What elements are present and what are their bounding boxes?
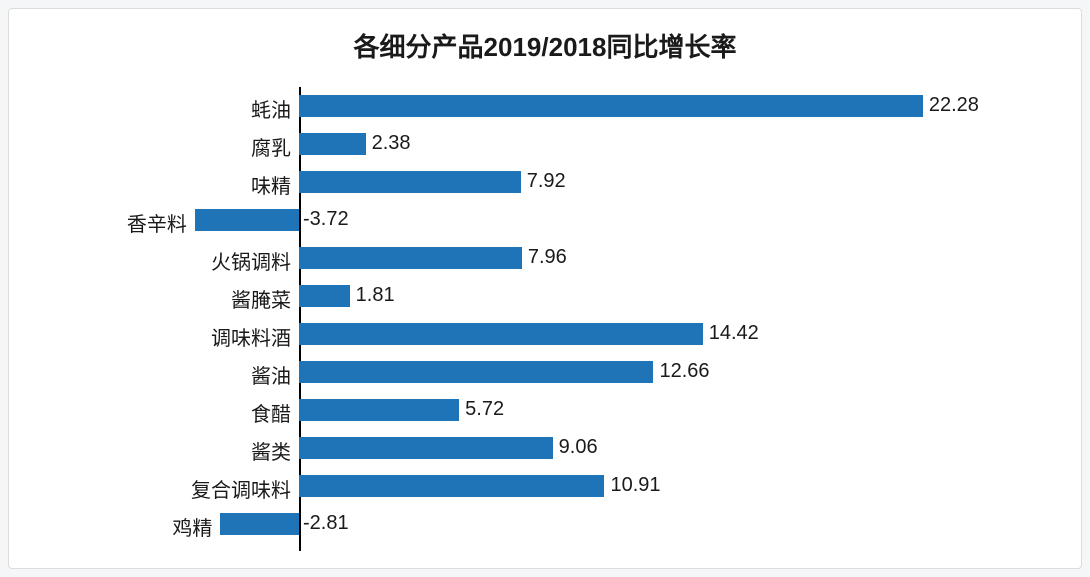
- value-label: -3.72: [303, 208, 349, 231]
- bar: [299, 437, 553, 459]
- bar-row: 火锅调料 7.96: [79, 239, 1041, 277]
- bar: [299, 399, 459, 421]
- value-label: -2.81: [303, 512, 349, 535]
- bar: [299, 475, 604, 497]
- bar: [299, 133, 366, 155]
- value-label: 1.81: [356, 284, 395, 307]
- category-label: 调味料酒: [91, 322, 291, 351]
- value-label: 7.92: [527, 170, 566, 193]
- bar-row: 腐乳 2.38: [79, 125, 1041, 163]
- value-label: 2.38: [372, 132, 411, 155]
- bar: [299, 171, 521, 193]
- category-label: 食醋: [91, 398, 291, 427]
- category-label: 蚝油: [91, 94, 291, 123]
- bar-row: 香辛料-3.72: [79, 201, 1041, 239]
- category-label: 酱类: [91, 436, 291, 465]
- bar: [220, 513, 299, 535]
- bar-row: 食醋 5.72: [79, 391, 1041, 429]
- bar: [299, 95, 923, 117]
- bar: [195, 209, 299, 231]
- category-label: 复合调味料: [91, 474, 291, 503]
- value-label: 10.91: [610, 474, 660, 497]
- category-label: 酱腌菜: [91, 284, 291, 313]
- value-label: 9.06: [559, 436, 598, 459]
- value-label: 22.28: [929, 94, 979, 117]
- category-label: 鸡精: [12, 512, 212, 541]
- bar-row: 酱类 9.06: [79, 429, 1041, 467]
- bar-row: 酱油 12.66: [79, 353, 1041, 391]
- bar-row: 味精 7.92: [79, 163, 1041, 201]
- category-label: 酱油: [91, 360, 291, 389]
- value-label: 5.72: [465, 398, 504, 421]
- category-label: 腐乳: [91, 132, 291, 161]
- bar-chart: 蚝油 22.28 腐乳 2.38 味精 7.92 香辛料-3.72 火锅调料 7.96 酱腌菜 1.…: [79, 87, 1041, 538]
- bar-row: 调味料酒 14.42: [79, 315, 1041, 353]
- bar-row: 酱腌菜 1.81: [79, 277, 1041, 315]
- value-label: 7.96: [528, 246, 567, 269]
- category-label: 味精: [91, 170, 291, 199]
- chart-card: 各细分产品2019/2018同比增长率 蚝油 22.28 腐乳 2.38 味精 7.92 香…: [8, 8, 1082, 569]
- value-label: 14.42: [709, 322, 759, 345]
- bar-row: 复合调味料 10.91: [79, 467, 1041, 505]
- bar-row: 蚝油 22.28: [79, 87, 1041, 125]
- chart-title: 各细分产品2019/2018同比增长率: [9, 27, 1081, 64]
- category-label: 火锅调料: [91, 246, 291, 275]
- bar: [299, 361, 653, 383]
- category-label: 香辛料: [0, 208, 187, 237]
- bar: [299, 323, 703, 345]
- bar: [299, 247, 522, 269]
- bar: [299, 285, 350, 307]
- bar-row: 鸡精-2.81: [79, 505, 1041, 543]
- value-label: 12.66: [659, 360, 709, 383]
